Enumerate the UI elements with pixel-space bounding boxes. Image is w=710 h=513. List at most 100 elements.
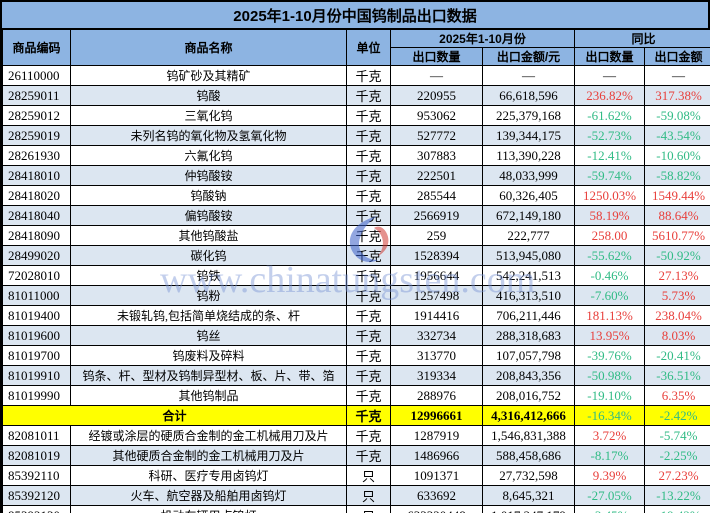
cell-qty: 1528394 bbox=[390, 245, 483, 266]
cell-unit: 千克 bbox=[346, 425, 391, 446]
table-row: 28418020 钨酸钠 千克 285544 60,326,405 1250.03% 154… bbox=[2, 185, 710, 206]
cell-code: 85392110 bbox=[2, 465, 71, 486]
cell-yoy-amount: -59.08% bbox=[643, 105, 710, 126]
cell-qty: 1287919 bbox=[390, 425, 483, 446]
table-row: 28259011 钨酸 千克 220955 66,618,596 236.82% 317.3… bbox=[2, 85, 710, 106]
cell-name: 其他钨酸盐 bbox=[70, 225, 347, 246]
cell-code: 82081019 bbox=[2, 445, 71, 466]
table-row: 81019910 钨条、杆、型材及钨制异型材、板、片、带、箔 千克 319334 208… bbox=[2, 365, 710, 386]
cell-qty: 220955 bbox=[390, 85, 483, 106]
cell-yoy-amount: -5.74% bbox=[643, 425, 710, 446]
cell-yoy-qty: 236.82% bbox=[574, 85, 645, 106]
table-row: 82081011 经镀或涂层的硬质合金制的金工机械用刀及片 千克 1287919 1,5… bbox=[2, 425, 710, 446]
cell-unit: 只 bbox=[346, 505, 391, 513]
column-header-yoy-qty: 出口数量 bbox=[574, 47, 645, 66]
cell-yoy-amount: 5610.77% bbox=[643, 225, 710, 246]
column-header-name: 商品名称 bbox=[70, 29, 347, 66]
cell-yoy-amount: 238.04% bbox=[643, 305, 710, 326]
cell-yoy-qty: -27.05% bbox=[574, 485, 645, 506]
cell-name: 仲钨酸铵 bbox=[70, 165, 347, 186]
cell-yoy-amount: -50.92% bbox=[643, 245, 710, 266]
table-row: 82081019 其他硬质合金制的金工机械用刀及片 千克 1486966 588,458… bbox=[2, 445, 710, 466]
cell-yoy-amount: 5.73% bbox=[643, 285, 710, 306]
cell-yoy-qty: -52.73% bbox=[574, 125, 645, 146]
cell-code: 26110000 bbox=[2, 65, 71, 86]
cell-yoy-qty: -50.98% bbox=[574, 365, 645, 386]
table-body: 26110000 钨矿砂及其精矿 千克 — — — —28259011 钨酸 千克 220955 6… bbox=[2, 65, 710, 513]
cell-amount: 208,016,752 bbox=[482, 385, 575, 406]
cell-qty: 259 bbox=[390, 225, 483, 246]
table-row: 85392130机动车辆用卤钨灯只6333204481,017,247,179-… bbox=[2, 505, 710, 513]
cell-code: 81019600 bbox=[2, 325, 71, 346]
cell-name: 钨条、杆、型材及钨制异型材、板、片、带、箔 bbox=[70, 365, 347, 386]
cell-qty: 288976 bbox=[390, 385, 483, 406]
cell-code: 28259019 bbox=[2, 125, 71, 146]
cell-unit: 千克 bbox=[346, 65, 391, 86]
cell-qty: 2566919 bbox=[390, 205, 483, 226]
cell-code: 28499020 bbox=[2, 245, 71, 266]
cell-qty: — bbox=[390, 65, 483, 86]
cell-yoy-amount: -19.42% bbox=[643, 505, 710, 513]
cell-amount: 66,618,596 bbox=[482, 85, 575, 106]
cell-unit: 千克 bbox=[346, 445, 391, 466]
cell-amount: — bbox=[482, 65, 575, 86]
cell-code: 85392120 bbox=[2, 485, 71, 506]
cell-yoy-qty: 3.72% bbox=[574, 425, 645, 446]
cell-code: 81019400 bbox=[2, 305, 71, 326]
cell-code: 81019700 bbox=[2, 345, 71, 366]
cell-name: 钨粉 bbox=[70, 285, 347, 306]
cell-yoy-amount: -13.22% bbox=[643, 485, 710, 506]
cell-code: 81019990 bbox=[2, 385, 71, 406]
table-row: 28261930 六氟化钨 千克 307883 113,390,228 -12.41% -1… bbox=[2, 145, 710, 166]
cell-name: 钨铁 bbox=[70, 265, 347, 286]
cell-amount: 288,318,683 bbox=[482, 325, 575, 346]
cell-yoy-qty: 1250.03% bbox=[574, 185, 645, 206]
table-row: 81019400 未锻轧钨,包括简单烧结成的条、杆 千克 1914416 706,211… bbox=[2, 305, 710, 326]
cell-name: 科研、医疗专用卤钨灯 bbox=[70, 465, 347, 486]
column-header-amount: 出口金额/元 bbox=[482, 47, 575, 66]
cell-unit: 千克 bbox=[346, 105, 391, 126]
column-header-code: 商品编码 bbox=[2, 29, 71, 66]
cell-unit: 千克 bbox=[346, 385, 391, 406]
cell-qty: 1486966 bbox=[390, 445, 483, 466]
cell-qty: 1914416 bbox=[390, 305, 483, 326]
cell-yoy-qty: 13.95% bbox=[574, 325, 645, 346]
cell-yoy-amount: 1549.44% bbox=[643, 185, 710, 206]
cell-amount: 8,645,321 bbox=[482, 485, 575, 506]
table-row: 28499020 碳化钨 千克 1528394 513,945,080 -55.62% -5… bbox=[2, 245, 710, 266]
cell-name: 钨矿砂及其精矿 bbox=[70, 65, 347, 86]
cell-yoy-qty: 181.13% bbox=[574, 305, 645, 326]
cell-amount: 672,149,180 bbox=[482, 205, 575, 226]
table-row: 28418010 仲钨酸铵 千克 222501 48,033,999 -59.74% -58… bbox=[2, 165, 710, 186]
cell-amount: 139,344,175 bbox=[482, 125, 575, 146]
cell-yoy-qty: -61.62% bbox=[574, 105, 645, 126]
cell-unit: 千克 bbox=[346, 345, 391, 366]
cell-amount: 416,313,510 bbox=[482, 285, 575, 306]
cell-unit: 千克 bbox=[346, 305, 391, 326]
cell-yoy-amount: 88.64% bbox=[643, 205, 710, 226]
cell-yoy-amount: -2.25% bbox=[643, 445, 710, 466]
cell-yoy-qty: 258.00 bbox=[574, 225, 645, 246]
cell-yoy-amount: 8.03% bbox=[643, 325, 710, 346]
cell-amount: 1,017,247,179 bbox=[482, 505, 575, 513]
cell-code: 82081011 bbox=[2, 425, 71, 446]
cell-yoy-qty: -12.41% bbox=[574, 145, 645, 166]
cell-code: 72028010 bbox=[2, 265, 71, 286]
cell-yoy-qty: 58.19% bbox=[574, 205, 645, 226]
cell-yoy-amount: -2.42% bbox=[643, 405, 710, 426]
cell-yoy-amount: -36.51% bbox=[643, 365, 710, 386]
cell-code: 28261930 bbox=[2, 145, 71, 166]
export-table: 商品编码 商品名称 单位 2025年1-10月份 同比 出口数量 出口金额/元 … bbox=[2, 29, 710, 513]
table-row: 85392110 科研、医疗专用卤钨灯只 1091371 27,732,598 9.39… bbox=[2, 465, 710, 486]
cell-yoy-qty: — bbox=[574, 65, 645, 86]
column-group-yoy: 同比 bbox=[573, 29, 710, 48]
cell-qty: 953062 bbox=[390, 105, 483, 126]
cell-code: 28418020 bbox=[2, 185, 71, 206]
cell-unit: 千克 bbox=[346, 225, 391, 246]
cell-yoy-amount: 6.35% bbox=[643, 385, 710, 406]
cell-name: 合计 bbox=[2, 405, 347, 426]
cell-yoy-amount: -10.60% bbox=[643, 145, 710, 166]
cell-unit: 千克 bbox=[346, 185, 391, 206]
cell-unit: 千克 bbox=[346, 125, 391, 146]
